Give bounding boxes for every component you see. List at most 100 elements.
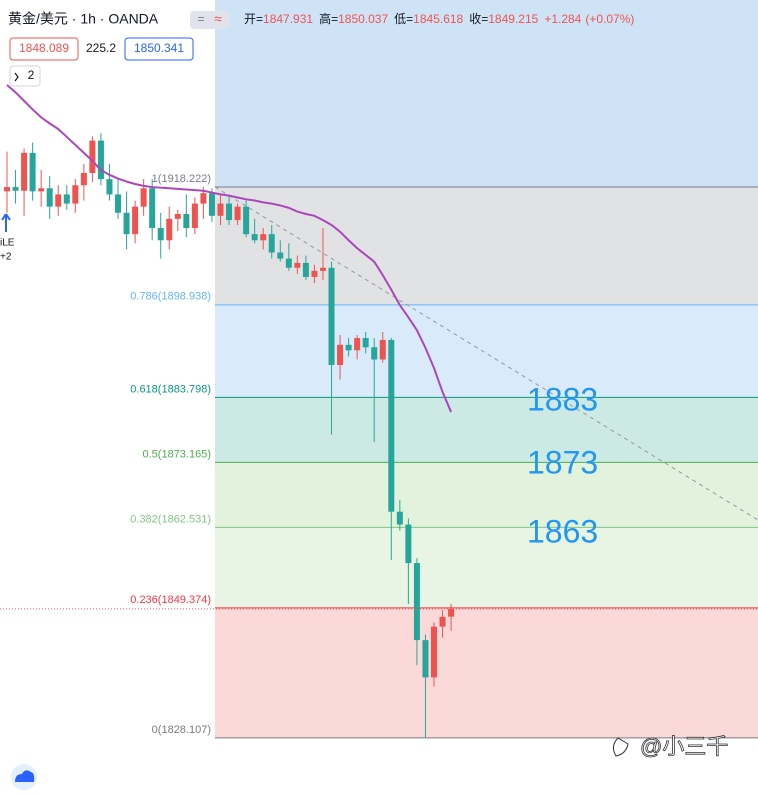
candle-body bbox=[72, 185, 79, 204]
annotation: 1863 bbox=[527, 513, 598, 549]
candle-body bbox=[97, 140, 104, 180]
candle-body bbox=[234, 206, 241, 221]
annotation: 1883 bbox=[527, 381, 598, 417]
signal-label: iLE bbox=[0, 238, 15, 249]
symbol-title: 黄金/美元 · 1h · OANDA bbox=[8, 11, 159, 27]
fib-zone bbox=[215, 527, 758, 608]
candle-body bbox=[379, 339, 386, 360]
candle-body bbox=[285, 258, 292, 268]
fib-zone bbox=[215, 304, 758, 398]
candle-body bbox=[46, 188, 53, 207]
fib-zones: 1(1918.222) 0.786(1898.938) 0.618(1883.798… bbox=[130, 0, 758, 739]
candle-body bbox=[260, 234, 267, 241]
candle-body bbox=[319, 267, 326, 271]
indicators-count: 2 bbox=[28, 68, 35, 82]
fib-level-label: 0(1828.107) bbox=[152, 724, 211, 736]
trend-line bbox=[214, 186, 758, 521]
ohlc-value: 1850.037 bbox=[338, 12, 388, 26]
candle-body bbox=[448, 608, 455, 617]
candle-body bbox=[328, 267, 335, 365]
candle-body bbox=[294, 262, 301, 268]
candle-body bbox=[38, 188, 45, 192]
candle-body bbox=[132, 206, 139, 235]
fib-level-label: 0.382(1862.531) bbox=[130, 513, 211, 525]
chevron bbox=[14, 72, 19, 82]
candle-body bbox=[115, 194, 122, 213]
spread: 225.2 bbox=[86, 41, 116, 55]
candle-body bbox=[174, 213, 181, 219]
fib-level-label: 1(1918.222) bbox=[152, 173, 211, 185]
ohlc-label: 开= bbox=[244, 12, 263, 26]
candle-body bbox=[243, 206, 250, 235]
candle-body bbox=[166, 218, 173, 241]
candle-body bbox=[405, 524, 412, 564]
candle-body bbox=[388, 339, 395, 512]
ask-box[interactable] bbox=[124, 37, 194, 61]
candle-body bbox=[4, 187, 10, 192]
candle-body bbox=[208, 193, 215, 216]
fib-zone bbox=[215, 462, 758, 528]
ohlc-line: 开=1847.931 高=1850.037 低=1845.618 收=1849.215… bbox=[244, 11, 634, 26]
status-pill[interactable] bbox=[190, 11, 230, 29]
candle-body bbox=[183, 213, 190, 229]
candle-body bbox=[268, 234, 275, 253]
candle-body bbox=[106, 179, 113, 195]
candle-body bbox=[431, 626, 437, 678]
ohlc-label: 低= bbox=[394, 12, 413, 26]
moving-average bbox=[6, 84, 453, 413]
candle-body bbox=[89, 140, 96, 174]
status-icon: ≈ bbox=[214, 11, 222, 27]
signal-label: +2 bbox=[0, 252, 12, 263]
fib-zone bbox=[215, 0, 758, 187]
candle-body bbox=[337, 344, 344, 365]
candle-body bbox=[12, 187, 19, 191]
fib-level-label: 0.786(1898.938) bbox=[130, 291, 211, 303]
candle-body bbox=[226, 203, 233, 221]
fib-zone bbox=[215, 186, 758, 305]
status-icon: = bbox=[197, 12, 204, 26]
watermark-icon bbox=[612, 737, 629, 757]
candle-body bbox=[422, 640, 429, 678]
candle-body bbox=[29, 152, 36, 192]
annotation: 1873 bbox=[527, 444, 598, 480]
candle-body bbox=[396, 511, 403, 525]
candle-body bbox=[149, 188, 156, 229]
candle-body bbox=[345, 344, 352, 351]
bid-price: 1848.089 bbox=[19, 41, 69, 55]
candle-body bbox=[191, 203, 198, 229]
plot bbox=[0, 84, 758, 738]
ohlc-value: 1847.931 bbox=[263, 12, 313, 26]
fib-level-label: 0.236(1849.374) bbox=[130, 594, 211, 606]
candle-body bbox=[123, 212, 130, 235]
ohlc-label: 高= bbox=[319, 11, 338, 26]
ohlc-value: 1849.215 bbox=[488, 12, 538, 26]
ohlc-value: 1845.618 bbox=[413, 12, 463, 26]
candle-body bbox=[157, 228, 164, 241]
fib-zone bbox=[215, 397, 758, 463]
candle-body bbox=[63, 194, 70, 204]
candle-body bbox=[311, 270, 318, 277]
change: +1.284 bbox=[544, 12, 581, 26]
bid-box[interactable] bbox=[9, 37, 79, 61]
candle-body bbox=[354, 338, 361, 351]
candle-body bbox=[277, 252, 284, 259]
candle-body bbox=[362, 338, 369, 348]
fib-level-label: 0.618(1883.798) bbox=[130, 383, 211, 395]
fib-level-label: 0.5(1873.165) bbox=[143, 448, 212, 460]
candle-body bbox=[217, 203, 224, 216]
candle-body bbox=[302, 262, 309, 277]
candle-body bbox=[413, 563, 420, 641]
ohlc-label: 收= bbox=[469, 12, 488, 26]
candle-body bbox=[80, 173, 87, 186]
indicators-toggle[interactable] bbox=[9, 65, 41, 87]
candle-body bbox=[55, 194, 62, 207]
candle-body bbox=[371, 347, 378, 360]
logo-cloud bbox=[15, 770, 35, 782]
candle-body bbox=[439, 616, 446, 627]
fib-zone bbox=[215, 607, 758, 738]
watermark: @小三千 bbox=[640, 734, 728, 759]
signal-arrow bbox=[1, 213, 11, 232]
change-pct: (+0.07%) bbox=[585, 12, 634, 26]
candle-body bbox=[21, 152, 28, 191]
